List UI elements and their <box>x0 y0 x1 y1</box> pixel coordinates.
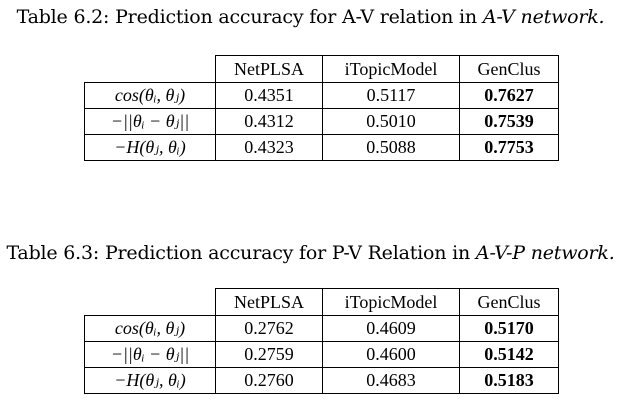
cell-netplsa: 0.2759 <box>215 341 323 368</box>
row-measure-label: cos(θᵢ, θⱼ) <box>84 82 216 109</box>
table-6-2: NetPLSA iTopicModel GenClus cos(θᵢ, θⱼ) … <box>84 55 559 161</box>
cell-itopicmodel: 0.5088 <box>322 134 460 161</box>
cell-genclus: 0.5170 <box>459 315 559 342</box>
table-row: −||θᵢ − θⱼ|| 0.4312 0.5010 0.7539 <box>84 108 559 135</box>
header-row: NetPLSA iTopicModel GenClus <box>84 55 559 83</box>
cell-netplsa: 0.2762 <box>215 315 323 342</box>
corner-cell <box>84 55 216 83</box>
table-6-3-caption: Table 6.3: Prediction accuracy for P-V R… <box>0 242 621 264</box>
table-6-3: NetPLSA iTopicModel GenClus cos(θᵢ, θⱼ) … <box>84 288 559 394</box>
row-measure-label: −||θᵢ − θⱼ|| <box>84 341 216 368</box>
corner-cell <box>84 288 216 316</box>
cell-genclus: 0.7753 <box>459 134 559 161</box>
row-measure-label: −||θᵢ − θⱼ|| <box>84 108 216 135</box>
cell-netplsa: 0.4323 <box>215 134 323 161</box>
caption-text: Table 6.3: Prediction accuracy for P-V R… <box>6 242 471 264</box>
col-header-netplsa: NetPLSA <box>215 288 323 316</box>
table-row: −H(θⱼ, θᵢ) 0.2760 0.4683 0.5183 <box>84 367 559 394</box>
table-row: −H(θⱼ, θᵢ) 0.4323 0.5088 0.7753 <box>84 134 559 161</box>
cell-genclus: 0.5183 <box>459 367 559 394</box>
cell-genclus: 0.5142 <box>459 341 559 368</box>
cell-itopicmodel: 0.5117 <box>322 82 460 109</box>
row-measure-label: cos(θᵢ, θⱼ) <box>84 315 216 342</box>
col-header-genclus: GenClus <box>459 55 559 83</box>
table-row: −||θᵢ − θⱼ|| 0.2759 0.4600 0.5142 <box>84 341 559 368</box>
cell-netplsa: 0.4351 <box>215 82 323 109</box>
col-header-netplsa: NetPLSA <box>215 55 323 83</box>
caption-text: Table 6.2: Prediction accuracy for A-V r… <box>16 6 478 28</box>
cell-genclus: 0.7627 <box>459 82 559 109</box>
cell-netplsa: 0.4312 <box>215 108 323 135</box>
col-header-itopicmodel: iTopicModel <box>322 55 460 83</box>
table-row: cos(θᵢ, θⱼ) 0.4351 0.5117 0.7627 <box>84 82 559 109</box>
header-row: NetPLSA iTopicModel GenClus <box>84 288 559 316</box>
row-measure-label: −H(θⱼ, θᵢ) <box>84 134 216 161</box>
cell-itopicmodel: 0.5010 <box>322 108 460 135</box>
table-row: cos(θᵢ, θⱼ) 0.2762 0.4609 0.5170 <box>84 315 559 342</box>
cell-itopicmodel: 0.4683 <box>322 367 460 394</box>
cell-netplsa: 0.2760 <box>215 367 323 394</box>
table-6-2-caption: Table 6.2: Prediction accuracy for A-V r… <box>0 6 621 28</box>
caption-network: A-V-P network. <box>475 242 615 264</box>
cell-itopicmodel: 0.4609 <box>322 315 460 342</box>
caption-network: A-V network. <box>482 6 605 28</box>
row-measure-label: −H(θⱼ, θᵢ) <box>84 367 216 394</box>
col-header-genclus: GenClus <box>459 288 559 316</box>
cell-genclus: 0.7539 <box>459 108 559 135</box>
col-header-itopicmodel: iTopicModel <box>322 288 460 316</box>
cell-itopicmodel: 0.4600 <box>322 341 460 368</box>
